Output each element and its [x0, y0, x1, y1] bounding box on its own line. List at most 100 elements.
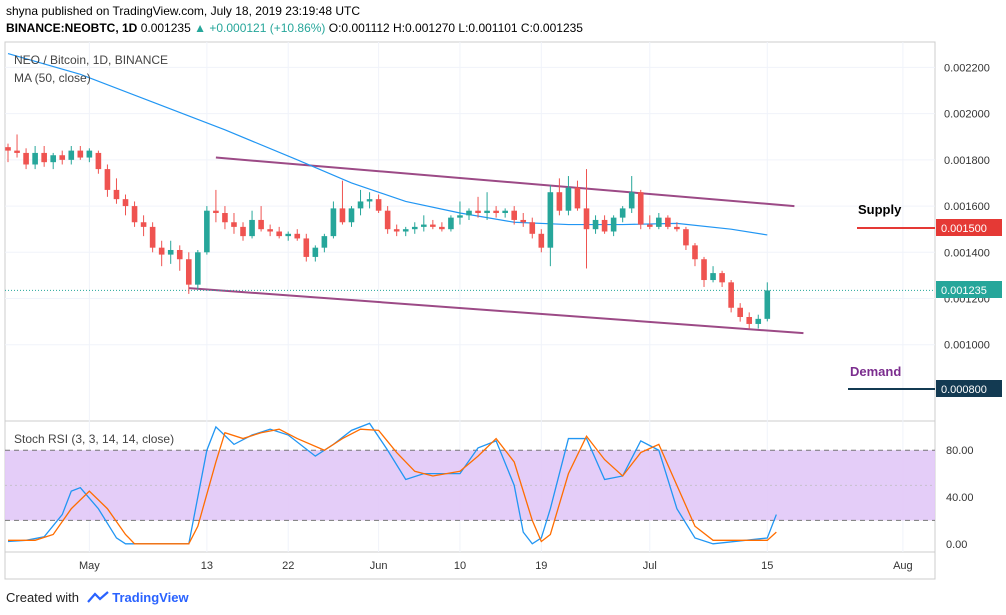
candle	[484, 192, 490, 220]
candle-body	[195, 252, 201, 285]
candle-body	[719, 273, 725, 283]
time-tick-label: Jul	[643, 560, 657, 572]
annotations: Supply Demand	[848, 202, 935, 390]
candle-body	[5, 147, 11, 151]
time-tick-label: May	[79, 560, 100, 572]
supply-price-tag	[936, 219, 1002, 236]
candle-body	[68, 150, 75, 160]
candle-body	[674, 226, 680, 230]
demand-price-tag-text: 0.000800	[941, 384, 987, 396]
candle	[321, 233, 328, 253]
candle	[357, 189, 364, 216]
candle-body	[764, 290, 771, 319]
candle-body	[737, 307, 743, 318]
stoch-rsi-legend[interactable]: Stoch RSI (3, 3, 14, 14, close)	[14, 432, 175, 446]
rsi-tick-label: 80.00	[946, 445, 974, 457]
main-pane-marks	[5, 52, 935, 335]
candle-body	[149, 226, 156, 248]
candle	[14, 134, 20, 158]
candle	[529, 217, 536, 239]
candle	[701, 256, 707, 287]
candle	[375, 194, 382, 214]
candle-body	[249, 219, 255, 237]
price-tick-label: 0.001800	[944, 155, 990, 167]
tradingview-brand[interactable]: TradingView	[112, 590, 189, 605]
candle-body	[285, 233, 292, 237]
candle	[348, 206, 355, 227]
candle-body	[475, 210, 481, 214]
time-tick-label: 10	[454, 560, 466, 572]
candle	[728, 280, 734, 313]
candle	[312, 245, 319, 262]
candle-body	[511, 210, 517, 220]
candle	[710, 266, 716, 283]
candle	[240, 222, 246, 241]
candle-body	[231, 222, 237, 227]
change-up-arrow-icon: ▲	[194, 21, 206, 35]
candle	[719, 270, 725, 287]
candle-body	[601, 219, 608, 232]
candle	[538, 229, 545, 253]
candle-body	[14, 150, 20, 153]
candle-body	[50, 155, 56, 163]
candle-body	[95, 152, 102, 170]
candle	[204, 206, 210, 255]
candle	[86, 148, 93, 163]
rsi-tick-label: 40.00	[946, 492, 974, 504]
candle-body	[41, 152, 47, 163]
candle	[50, 152, 56, 170]
time-tick-label: 13	[201, 560, 213, 572]
candle-body	[321, 236, 328, 248]
candle	[41, 145, 47, 167]
price-tick-label: 0.001600	[944, 201, 990, 213]
ma-legend[interactable]: MA (50, close)	[14, 71, 91, 85]
candle	[574, 180, 581, 211]
candle	[665, 215, 671, 230]
candle	[32, 145, 38, 170]
symbol-info-line: BINANCE:NEOBTC, 1D 0.001235 ▲ +0.000121 …	[6, 21, 1006, 35]
candle	[249, 210, 255, 239]
candle-body	[457, 215, 463, 218]
candle	[393, 224, 400, 237]
candle-body	[430, 224, 436, 227]
candle-body	[113, 189, 120, 200]
candle-body	[402, 229, 409, 232]
candle	[692, 243, 698, 267]
candle	[737, 303, 743, 322]
candle	[59, 150, 66, 165]
candle	[656, 213, 662, 230]
current-price-tag	[936, 281, 1002, 298]
candle	[511, 206, 517, 225]
candle-body	[240, 226, 246, 237]
candle-body	[529, 222, 536, 234]
candle	[683, 226, 689, 250]
candle-body	[86, 150, 93, 158]
published-line: shyna published on TradingView.com, July…	[6, 4, 360, 18]
candle-body	[23, 152, 29, 165]
symbol-legend[interactable]: NEO / Bitcoin, 1D, BINANCE	[14, 53, 169, 67]
candle-body	[267, 229, 273, 232]
candle	[547, 185, 554, 267]
candle	[294, 229, 301, 241]
candle	[628, 176, 635, 214]
candle-body	[411, 226, 418, 230]
candle-body	[158, 247, 165, 255]
candle-body	[728, 282, 734, 308]
supply-price-tag-text: 0.001500	[941, 223, 987, 235]
candle	[466, 208, 472, 220]
candle-body	[421, 224, 427, 227]
candle-body	[140, 222, 147, 227]
candle	[475, 196, 481, 218]
candle	[195, 249, 201, 290]
candle	[637, 189, 644, 230]
candle	[222, 206, 228, 230]
candle-body	[167, 249, 174, 255]
candle-body	[339, 208, 346, 223]
price-tags: 0.001500 0.001235 0.000800	[936, 219, 1002, 397]
candle-body	[556, 192, 563, 211]
candle-body	[448, 217, 454, 230]
candle-body	[683, 229, 689, 246]
candle	[755, 314, 762, 329]
candle	[646, 215, 653, 230]
